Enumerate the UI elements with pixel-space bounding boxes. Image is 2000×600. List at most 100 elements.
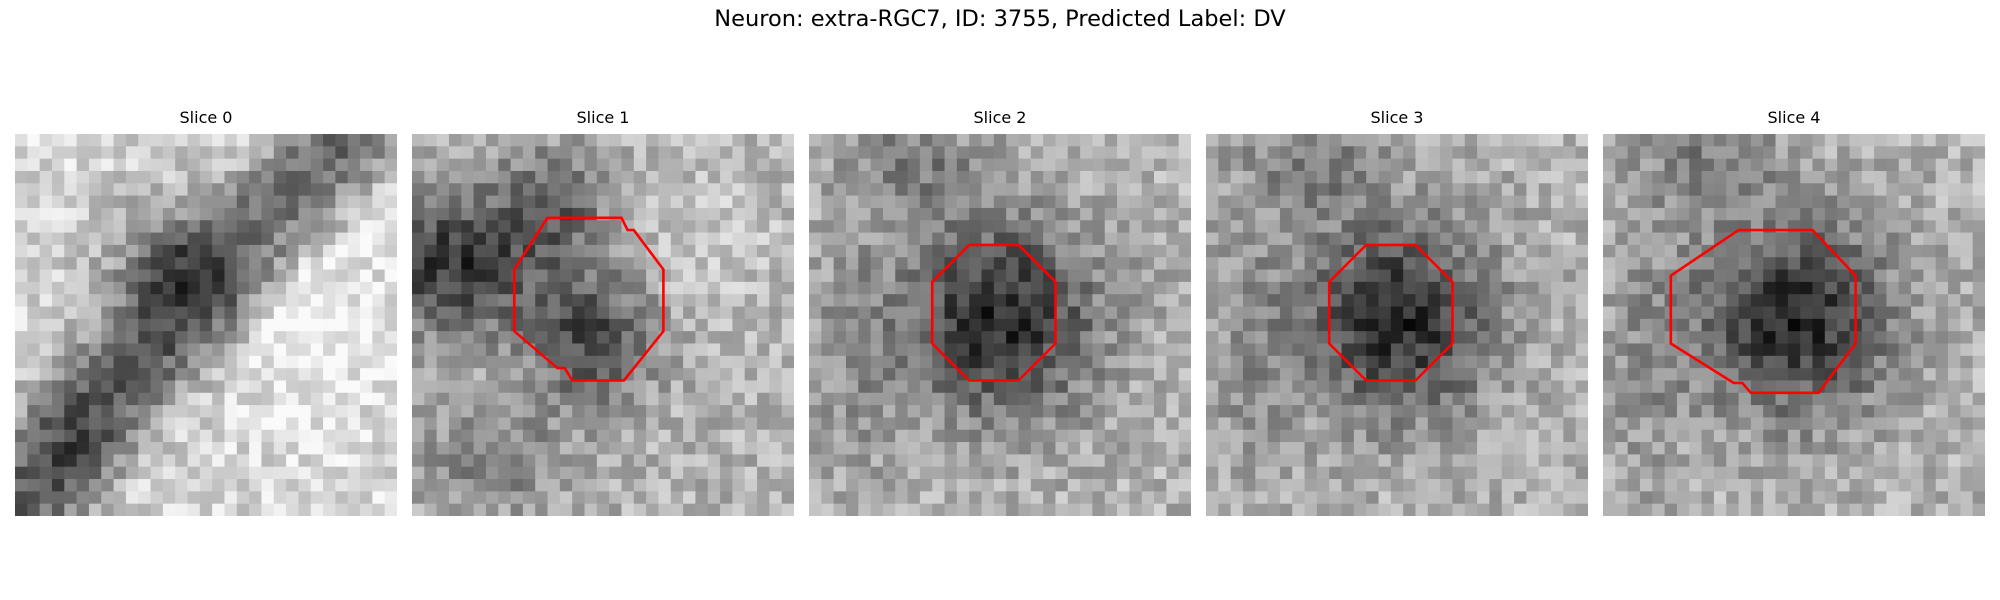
image-pixel xyxy=(621,466,635,480)
image-pixel xyxy=(51,466,65,480)
image-pixel xyxy=(224,281,238,295)
image-pixel xyxy=(633,294,647,308)
image-pixel xyxy=(224,294,238,308)
image-pixel xyxy=(187,306,201,320)
image-pixel xyxy=(310,503,324,516)
image-pixel xyxy=(224,183,238,197)
image-pixel xyxy=(547,281,561,295)
image-pixel xyxy=(125,318,139,332)
image-pixel xyxy=(335,257,349,271)
image-pixel xyxy=(125,306,139,320)
image-pixel xyxy=(1713,269,1727,283)
image-pixel xyxy=(162,195,176,209)
image-pixel xyxy=(1255,466,1269,480)
image-pixel xyxy=(1514,146,1527,160)
image-pixel xyxy=(1353,158,1367,172)
image-pixel xyxy=(522,183,536,197)
image-pixel xyxy=(298,405,312,419)
image-pixel xyxy=(273,134,287,147)
image-pixel xyxy=(1255,207,1269,221)
image-pixel xyxy=(199,380,213,394)
image-pixel xyxy=(1267,306,1281,320)
image-pixel xyxy=(1538,207,1552,221)
image-pixel xyxy=(833,466,847,480)
image-pixel xyxy=(1551,466,1564,480)
image-pixel xyxy=(1750,429,1764,443)
image-pixel xyxy=(1218,269,1232,283)
image-pixel xyxy=(781,195,794,209)
image-pixel xyxy=(310,417,324,431)
image-pixel xyxy=(1849,405,1863,419)
image-pixel xyxy=(175,466,189,480)
image-pixel xyxy=(448,503,462,516)
image-pixel xyxy=(1477,454,1491,468)
image-pixel xyxy=(113,417,127,431)
image-pixel xyxy=(1129,232,1143,246)
image-pixel xyxy=(175,417,189,431)
image-pixel xyxy=(1750,244,1764,258)
image-pixel xyxy=(956,392,970,406)
image-pixel xyxy=(744,392,758,406)
image-pixel xyxy=(138,368,152,382)
image-pixel xyxy=(1898,294,1912,308)
image-pixel xyxy=(1154,220,1167,234)
image-pixel xyxy=(1489,134,1503,147)
image-pixel xyxy=(1154,195,1167,209)
image-pixel xyxy=(547,195,561,209)
image-pixel xyxy=(1935,170,1949,184)
image-pixel xyxy=(298,257,312,271)
image-pixel xyxy=(1292,232,1306,246)
image-pixel xyxy=(1664,503,1678,516)
image-pixel xyxy=(1775,491,1789,505)
image-pixel xyxy=(1538,355,1552,369)
image-pixel xyxy=(1689,380,1703,394)
image-pixel xyxy=(1353,134,1367,147)
image-pixel xyxy=(683,158,697,172)
image-pixel xyxy=(461,442,475,455)
image-pixel xyxy=(609,146,623,160)
image-pixel xyxy=(695,331,709,345)
image-pixel xyxy=(1489,318,1503,332)
image-pixel xyxy=(559,183,573,197)
image-pixel xyxy=(1464,158,1478,172)
image-pixel xyxy=(1043,232,1057,246)
image-pixel xyxy=(744,454,758,468)
image-pixel xyxy=(1960,343,1974,357)
image-pixel xyxy=(1514,479,1527,492)
image-pixel xyxy=(1603,257,1616,271)
image-pixel xyxy=(1415,392,1429,406)
image-pixel xyxy=(1452,207,1466,221)
image-pixel xyxy=(1292,491,1306,505)
image-pixel xyxy=(1738,158,1752,172)
image-pixel xyxy=(461,479,475,492)
image-pixel xyxy=(323,183,336,197)
image-pixel xyxy=(1166,355,1180,369)
image-pixel xyxy=(596,380,610,394)
image-pixel xyxy=(821,269,835,283)
image-pixel xyxy=(1390,294,1404,308)
image-pixel xyxy=(1923,331,1937,345)
image-pixel xyxy=(1639,331,1653,345)
image-pixel xyxy=(15,392,28,406)
image-pixel xyxy=(1292,503,1306,516)
image-pixel xyxy=(1837,269,1851,283)
image-pixel xyxy=(448,417,462,431)
image-pixel xyxy=(1390,257,1404,271)
image-pixel xyxy=(1575,331,1588,345)
image-pixel xyxy=(732,232,746,246)
image-pixel xyxy=(1415,405,1429,419)
image-pixel xyxy=(809,343,822,357)
image-pixel xyxy=(1178,454,1191,468)
image-pixel xyxy=(1763,281,1777,295)
image-pixel xyxy=(64,442,78,455)
image-pixel xyxy=(1230,442,1244,455)
image-pixel xyxy=(372,158,386,172)
image-pixel xyxy=(1316,306,1330,320)
image-pixel xyxy=(1341,306,1355,320)
image-pixel xyxy=(559,380,573,394)
image-pixel xyxy=(707,355,721,369)
image-pixel xyxy=(895,207,909,221)
image-pixel xyxy=(162,220,176,234)
image-pixel xyxy=(1701,158,1715,172)
image-pixel xyxy=(1526,503,1540,516)
